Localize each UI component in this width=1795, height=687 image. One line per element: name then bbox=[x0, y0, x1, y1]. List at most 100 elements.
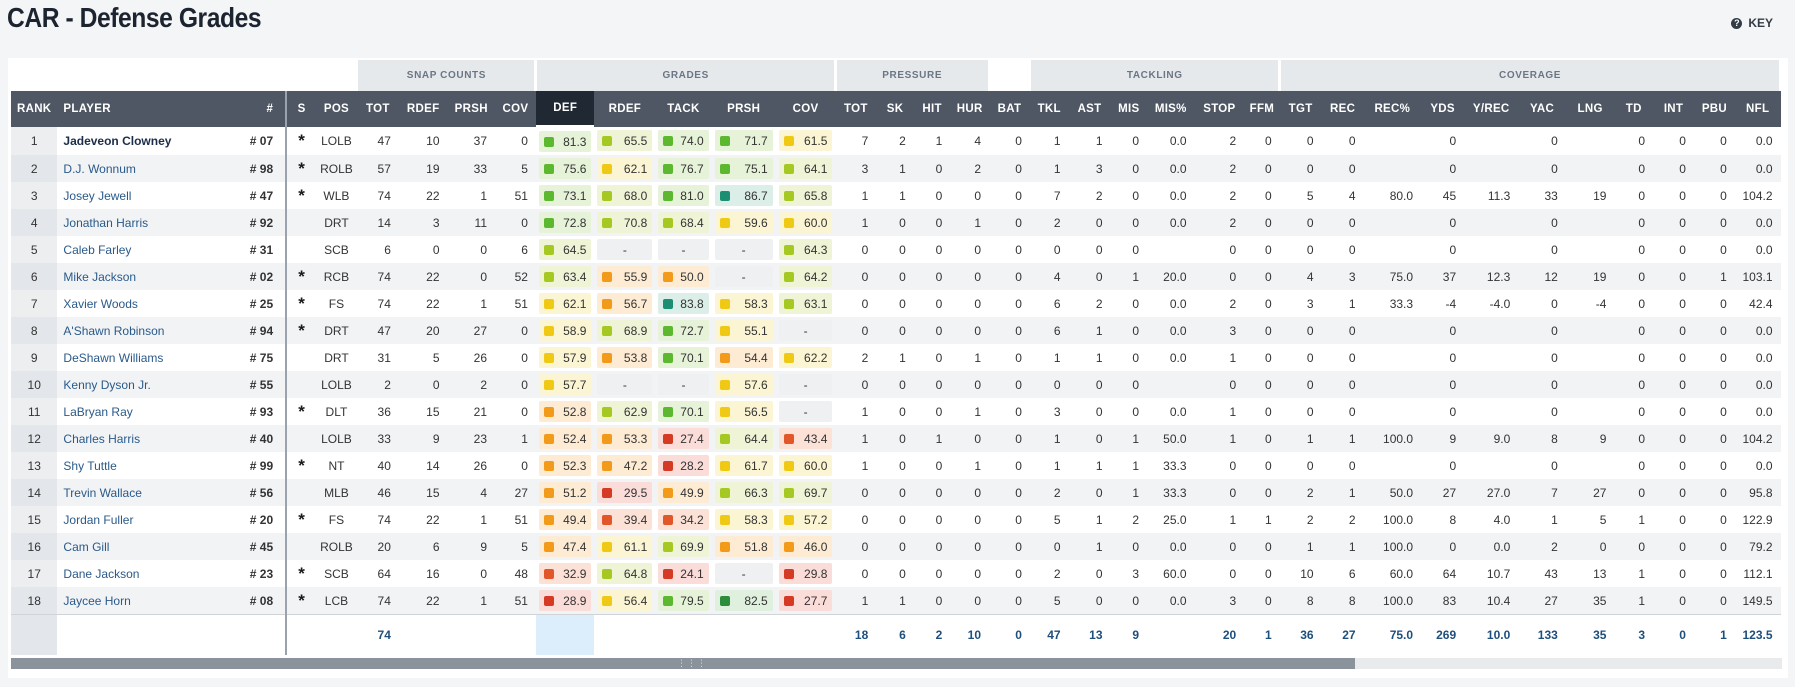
table-row[interactable]: 18 Jaycee Horn # 08 * LCB 74 22 1 51 28.9 56.4 79.5… bbox=[11, 587, 1781, 615]
grade-badge: 63.1 bbox=[778, 293, 833, 314]
snap-count-cell: 23 bbox=[447, 425, 496, 452]
player-link[interactable]: Jadeveon Clowney bbox=[63, 133, 172, 148]
snap-count-cell: 1 bbox=[480, 188, 488, 203]
table-row[interactable]: 2 D.J. Wonnum # 98 * ROLB 57 19 33 5 75.6 62.1 76.7… bbox=[11, 155, 1781, 182]
stat-cell: 0 bbox=[1638, 188, 1646, 203]
grade-badge: - bbox=[714, 239, 773, 260]
player-link[interactable]: D.J. Wonnum bbox=[57, 155, 228, 182]
col-header-hit-16[interactable]: HIT bbox=[913, 91, 951, 127]
stat-cell: 6 bbox=[1053, 296, 1061, 311]
col-header-pbu-34[interactable]: PBU bbox=[1693, 91, 1735, 127]
col-header-hur-17[interactable]: HUR bbox=[950, 91, 989, 127]
col-header-lng-31[interactable]: LNG bbox=[1565, 91, 1615, 127]
player-link[interactable]: A'Shawn Robinson bbox=[57, 317, 228, 344]
grade-badge: 52.4 bbox=[538, 428, 592, 449]
col-header-mis-22[interactable]: MIS% bbox=[1147, 91, 1195, 127]
col-header-y-rec-29[interactable]: Y/REC bbox=[1464, 91, 1519, 127]
player-link[interactable]: Mike Jackson bbox=[57, 263, 228, 290]
table-row[interactable]: 10 Kenny Dyson Jr. # 55 LOLB 2 0 2 0 57.7- -57.6-… bbox=[11, 371, 1781, 398]
player-link[interactable]: Caleb Farley bbox=[63, 242, 132, 257]
total-stat-cell: 20 bbox=[1194, 614, 1245, 655]
col-header-ast-20[interactable]: AST bbox=[1068, 91, 1111, 127]
table-row[interactable]: 5 Caleb Farley # 31 SCB 6 0 0 6 64.5- - -64.3 0 0 0 0 0… bbox=[11, 236, 1781, 263]
col-header-nfl-35[interactable]: NFL bbox=[1734, 91, 1781, 127]
snap-count-cell: 9 bbox=[398, 425, 448, 452]
col-header-rank-0[interactable]: RANK bbox=[11, 91, 58, 127]
grade-badge: 56.4 bbox=[597, 590, 653, 611]
col-header-cov-13[interactable]: COV bbox=[775, 91, 836, 127]
col-header-rdef-6[interactable]: RDEF bbox=[398, 91, 448, 127]
starter-marker: * bbox=[298, 455, 305, 475]
col-header-prsh-7[interactable]: PRSH bbox=[447, 91, 496, 127]
grade-value: 51.8 bbox=[744, 539, 768, 554]
col-header-sk-15[interactable]: SK bbox=[876, 91, 914, 127]
stat-cell: 9 bbox=[1565, 425, 1615, 452]
table-row[interactable]: 3 Josey Jewell # 47 * WLB 74 22 1 51 73.1 68.0 81.0… bbox=[11, 182, 1781, 209]
col-header-tot-14[interactable]: TOT bbox=[835, 91, 877, 127]
stat-cell: 3 bbox=[1306, 296, 1314, 311]
col-header-rdef-10[interactable]: RDEF bbox=[594, 91, 656, 127]
col-header-tot-5[interactable]: TOT bbox=[356, 91, 399, 127]
col-header-bat-18[interactable]: BAT bbox=[989, 91, 1030, 127]
stat-cell: 33 bbox=[1544, 188, 1558, 203]
grade-value: 55.9 bbox=[623, 269, 648, 284]
col-header-mis-21[interactable]: MIS bbox=[1110, 91, 1147, 127]
col-header-def-9[interactable]: DEF bbox=[535, 91, 595, 128]
key-button[interactable]: ? KEY bbox=[1731, 16, 1773, 30]
player-link[interactable]: Trevin Wallace bbox=[57, 479, 228, 506]
col-header-player-1[interactable]: PLAYER bbox=[57, 91, 228, 127]
player-link[interactable]: Jaycee Horn bbox=[57, 587, 228, 615]
player-link[interactable]: Jonathan Harris bbox=[57, 209, 228, 236]
table-row[interactable]: 6 Mike Jackson # 02 * RCB 74 22 0 52 63.4 55.9 50.0… bbox=[11, 263, 1781, 290]
horizontal-scrollbar[interactable]: ⋮⋮⋮ bbox=[11, 658, 1782, 669]
col-header-yds-28[interactable]: YDS bbox=[1421, 91, 1465, 127]
col-header-tack-11[interactable]: TACK bbox=[655, 91, 712, 127]
col-header-pos-4[interactable]: POS bbox=[315, 91, 357, 127]
player-link[interactable]: DeShawn Williams bbox=[63, 350, 164, 365]
col-header-yac-30[interactable]: YAC bbox=[1518, 91, 1566, 127]
table-row[interactable]: 12 Charles Harris # 40 LOLB 33 9 23 1 52.4 53.3 27… bbox=[11, 425, 1781, 452]
grade-color-square bbox=[543, 514, 554, 525]
player-link[interactable]: Shy Tuttle bbox=[63, 458, 117, 473]
col-header-prsh-12[interactable]: PRSH bbox=[711, 91, 776, 127]
table-row[interactable]: 17 Dane Jackson # 23 * SCB 64 16 0 48 32.9 64.8 24.… bbox=[11, 560, 1781, 587]
col-header--2[interactable]: # bbox=[227, 91, 288, 127]
table-row[interactable]: 7 Xavier Woods # 25 * FS 74 22 1 51 62.1 56.7 83.8 5… bbox=[11, 290, 1781, 317]
table-row[interactable]: 4 Jonathan Harris # 92 DRT 14 3 11 0 72.8 70.8 68.… bbox=[11, 209, 1781, 236]
player-link[interactable]: Charles Harris bbox=[57, 425, 228, 452]
col-header-cov-8[interactable]: COV bbox=[495, 91, 536, 127]
stat-cell: 0 bbox=[1348, 133, 1356, 148]
stat-cell: 0 bbox=[1693, 317, 1735, 344]
player-link[interactable]: Kenny Dyson Jr. bbox=[57, 371, 228, 398]
table-row[interactable]: 14 Trevin Wallace # 56 MLB 46 15 4 27 51.2 29.5 49… bbox=[11, 479, 1781, 506]
player-link[interactable]: Cam Gill bbox=[57, 533, 228, 560]
table-row[interactable]: 1 Jadeveon Clowney # 07 * LOLB 47 10 37 0 81.3 65.… bbox=[11, 126, 1781, 155]
grade-value: 57.7 bbox=[563, 377, 587, 392]
table-row[interactable]: 8 A'Shawn Robinson # 94 * DRT 47 20 27 0 58.9 68.9… bbox=[11, 317, 1781, 344]
col-header-td-32[interactable]: TD bbox=[1614, 91, 1654, 127]
col-header-s-3[interactable]: S bbox=[286, 91, 316, 127]
col-header-tgt-25[interactable]: TGT bbox=[1279, 91, 1322, 127]
scrollbar-thumb[interactable]: ⋮⋮⋮ bbox=[11, 658, 1355, 669]
grade-cell: 59.6 bbox=[711, 209, 776, 236]
col-header-tkl-19[interactable]: TKL bbox=[1029, 91, 1069, 127]
stat-cell: 0 bbox=[1565, 533, 1615, 560]
col-header-ffm-24[interactable]: FFM bbox=[1244, 91, 1280, 127]
stat-cell: 0 bbox=[1015, 133, 1022, 148]
table-row[interactable]: 9 DeShawn Williams # 75 DRT 31 5 26 0 57.9 53.8 70… bbox=[11, 344, 1781, 371]
player-link[interactable]: Xavier Woods bbox=[63, 296, 138, 311]
col-header-int-33[interactable]: INT bbox=[1653, 91, 1694, 127]
player-link[interactable]: Josey Jewell bbox=[63, 188, 132, 203]
player-link[interactable]: LaBryan Ray bbox=[63, 404, 133, 419]
table-row[interactable]: 15 Jordan Fuller # 20 * FS 74 22 1 51 49.4 39.4 34.… bbox=[11, 506, 1781, 533]
col-header-rec-26[interactable]: REC bbox=[1321, 91, 1364, 127]
snap-count-cell: 0 bbox=[495, 209, 536, 236]
col-header-stop-23[interactable]: STOP bbox=[1194, 91, 1245, 127]
player-link[interactable]: Dane Jackson bbox=[63, 566, 140, 581]
table-row[interactable]: 11 LaBryan Ray # 93 * DLT 36 15 21 0 52.8 62.9 70.1… bbox=[11, 398, 1781, 425]
player-link[interactable]: Jordan Fuller bbox=[63, 512, 134, 527]
table-row[interactable]: 13 Shy Tuttle # 99 * NT 40 14 26 0 52.3 47.2 28.2 61… bbox=[11, 452, 1781, 479]
table-row[interactable]: 16 Cam Gill # 45 ROLB 20 6 9 5 47.4 61.1 69.9 51.8 4… bbox=[11, 533, 1781, 560]
grade-badge: 51.8 bbox=[714, 536, 773, 557]
col-header-rec-27[interactable]: REC% bbox=[1363, 91, 1422, 127]
